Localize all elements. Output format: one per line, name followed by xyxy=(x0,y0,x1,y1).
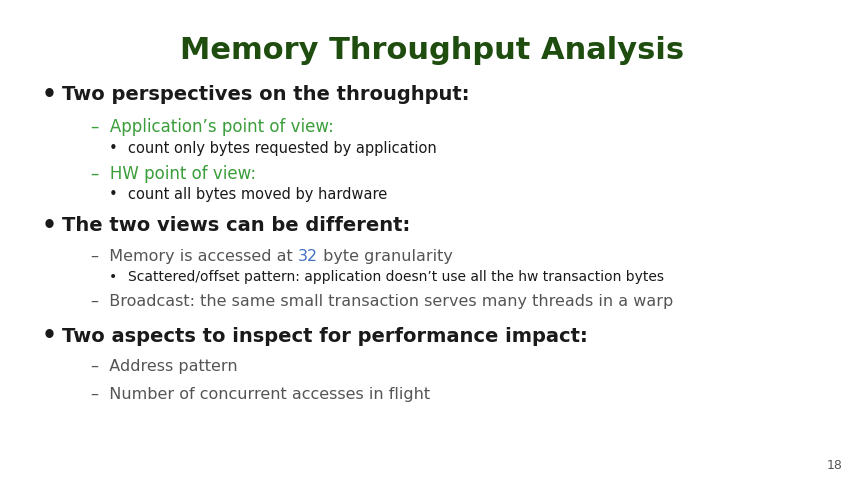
Text: The two views can be different:: The two views can be different: xyxy=(62,216,410,236)
Text: –  Number of concurrent accesses in flight: – Number of concurrent accesses in fligh… xyxy=(91,387,430,402)
Text: byte granularity: byte granularity xyxy=(318,249,453,264)
Text: –  Memory is accessed at: – Memory is accessed at xyxy=(91,249,297,264)
Text: 18: 18 xyxy=(827,459,842,472)
Text: •: • xyxy=(109,270,118,284)
Text: Memory Throughput Analysis: Memory Throughput Analysis xyxy=(180,36,684,66)
Text: 32: 32 xyxy=(297,249,318,264)
Text: •: • xyxy=(41,324,56,348)
Text: •: • xyxy=(41,214,56,238)
Text: count all bytes moved by hardware: count all bytes moved by hardware xyxy=(128,187,387,202)
Text: –  Broadcast: the same small transaction serves many threads in a warp: – Broadcast: the same small transaction … xyxy=(91,294,673,309)
Text: Scattered/offset pattern: application doesn’t use all the hw transaction bytes: Scattered/offset pattern: application do… xyxy=(128,270,664,284)
Text: •: • xyxy=(41,83,56,107)
Text: –  Address pattern: – Address pattern xyxy=(91,360,238,374)
Text: Two aspects to inspect for performance impact:: Two aspects to inspect for performance i… xyxy=(62,327,588,346)
Text: •: • xyxy=(109,187,118,202)
Text: •: • xyxy=(109,141,118,156)
Text: –  Application’s point of view:: – Application’s point of view: xyxy=(91,118,334,137)
Text: count only bytes requested by application: count only bytes requested by applicatio… xyxy=(128,141,436,156)
Text: –  HW point of view:: – HW point of view: xyxy=(91,164,256,183)
Text: Two perspectives on the throughput:: Two perspectives on the throughput: xyxy=(62,85,470,104)
